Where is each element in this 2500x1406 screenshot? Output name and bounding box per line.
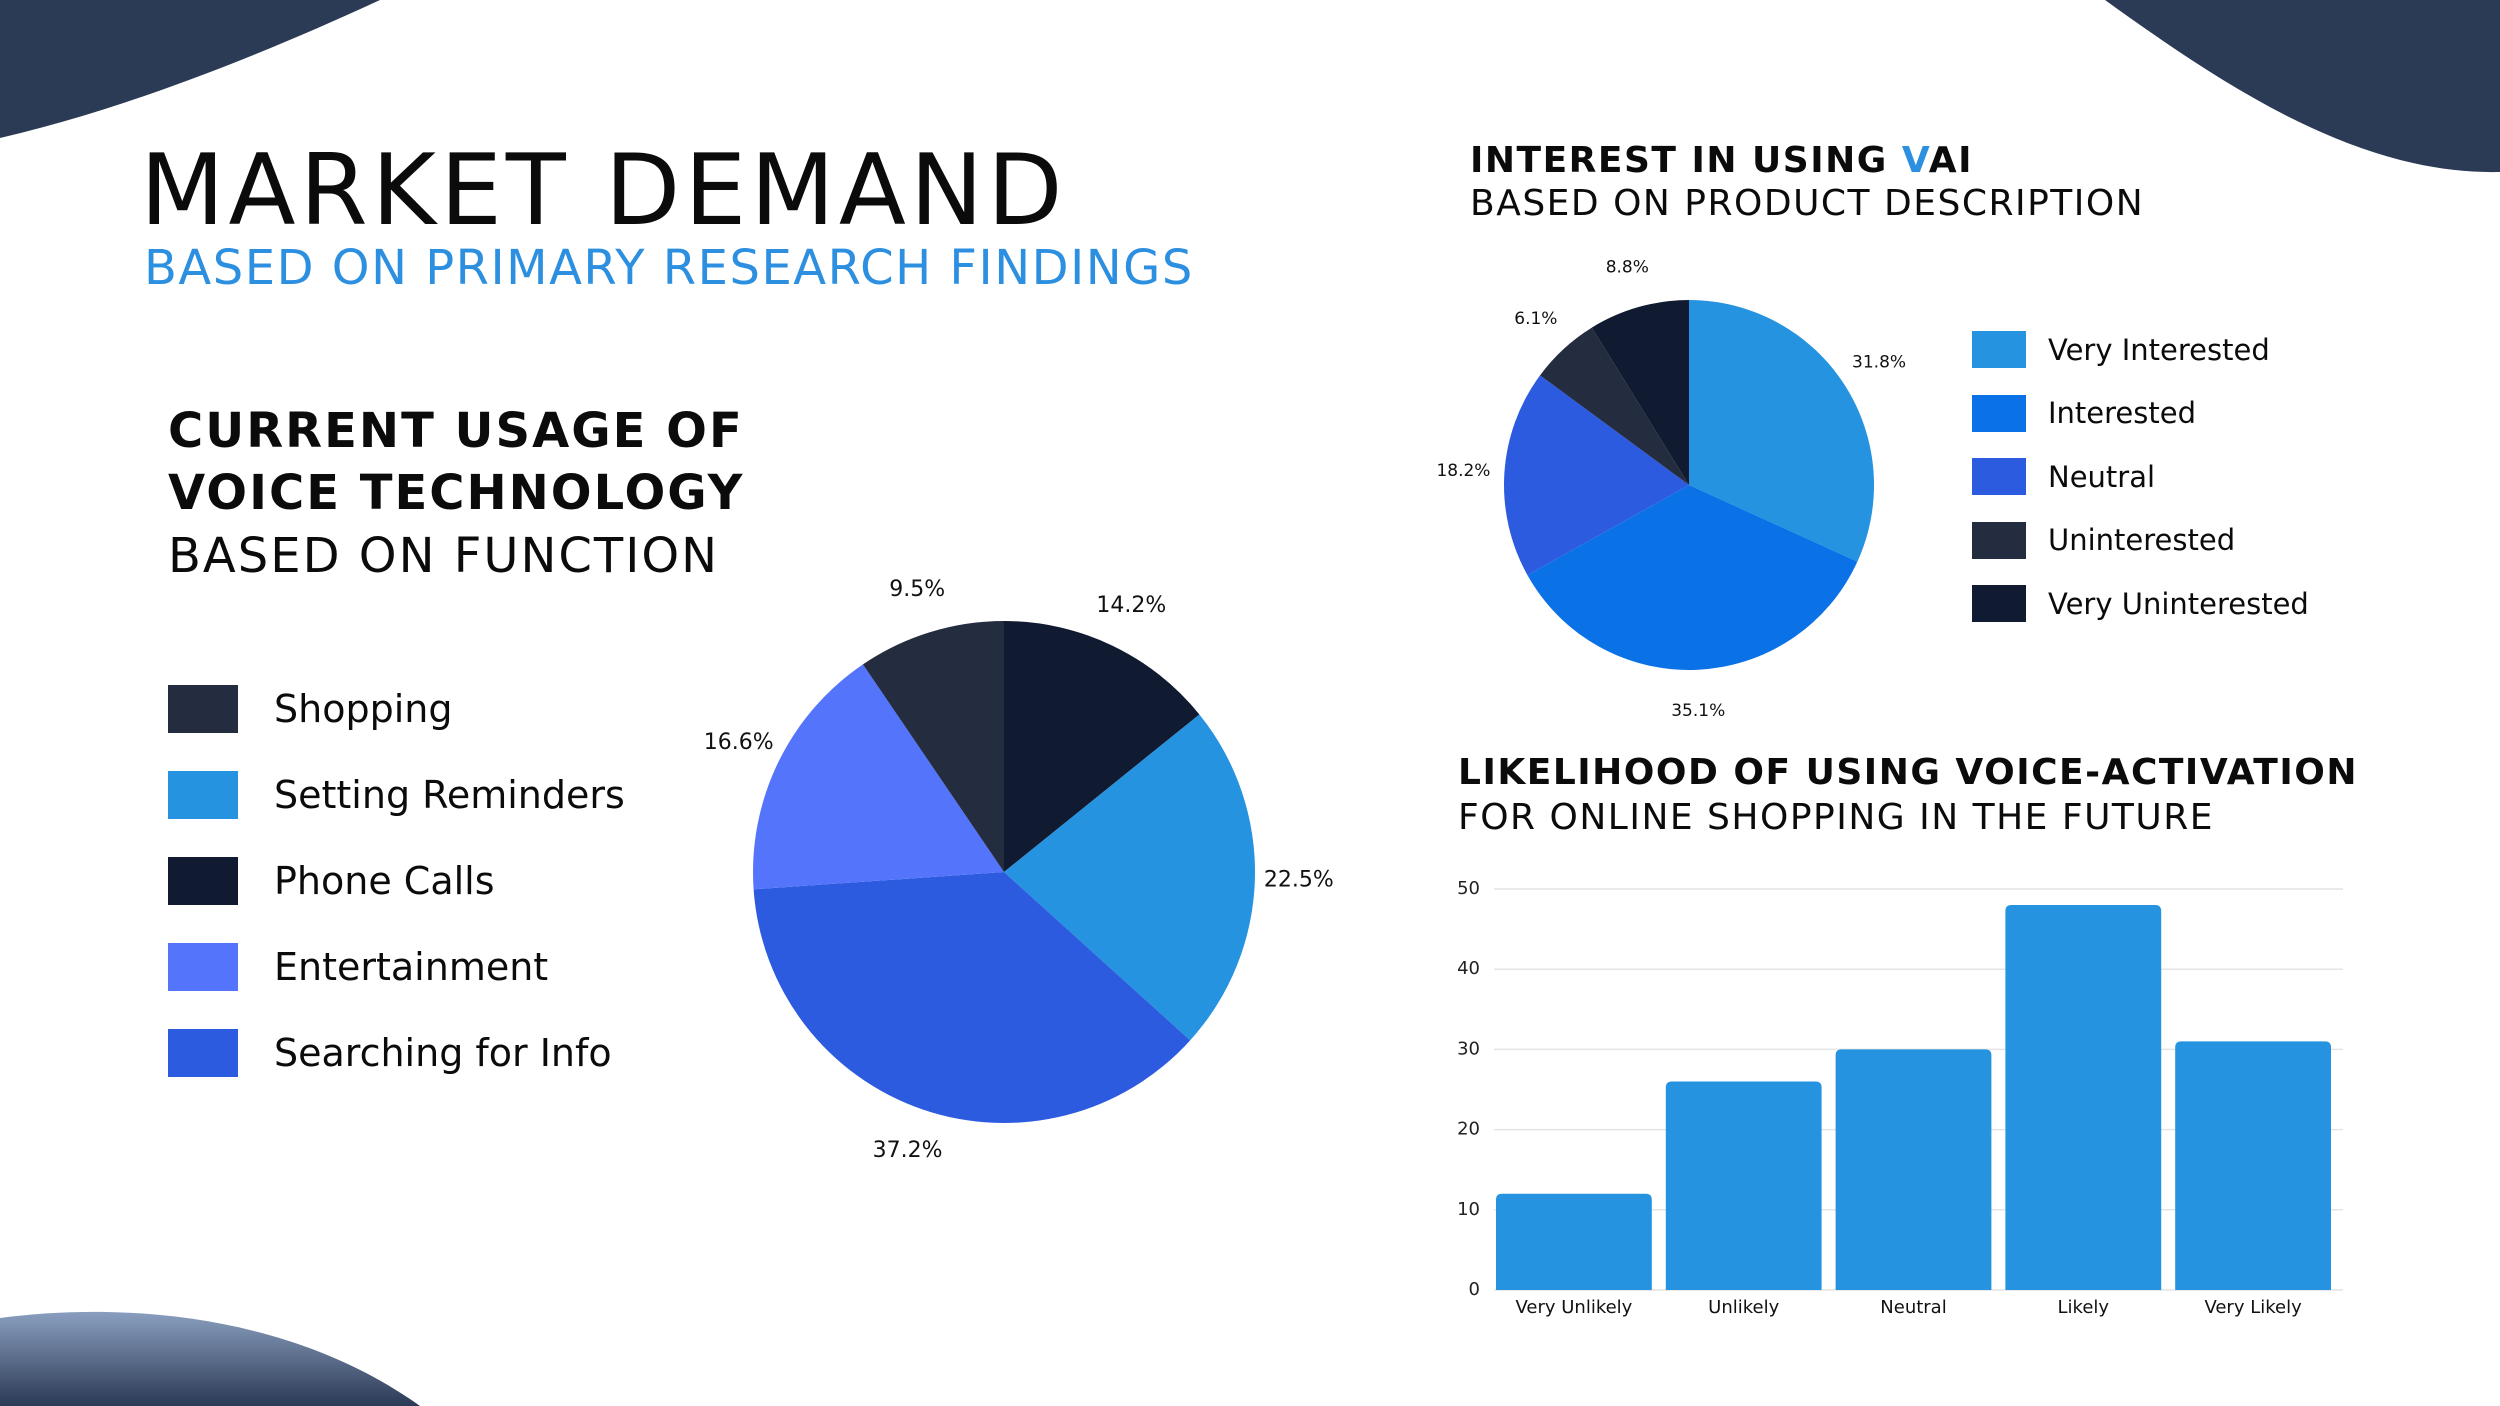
y-tick-label: 0 [1469, 1279, 1480, 1300]
pie-slice-label: 18.2% [1436, 461, 1490, 481]
y-tick-label: 20 [1457, 1119, 1480, 1140]
legend-label: Very Interested [2048, 332, 2270, 367]
usage-legend: Shopping Setting Reminders Phone Calls E… [168, 666, 625, 1096]
interest-heading: INTEREST IN USING VAI BASED ON PRODUCT D… [1470, 140, 2144, 224]
legend-item: Searching for Info [168, 1010, 625, 1096]
legend-item: Entertainment [168, 924, 625, 1010]
interest-heading-line1: INTEREST IN USING VAI [1470, 140, 2144, 181]
legend-swatch [168, 1029, 238, 1077]
legend-item: Neutral [1972, 445, 2309, 509]
legend-label: Shopping [274, 687, 453, 731]
pie-slice-label: 14.2% [1096, 593, 1166, 618]
likelihood-heading-line2: FOR ONLINE SHOPPING IN THE FUTURE [1458, 797, 2215, 838]
likelihood-heading: LIKELIHOOD OF USING VOICE-ACTIVATION FOR… [1458, 752, 2358, 838]
legend-swatch [168, 685, 238, 733]
pie-slice-label: 16.6% [704, 730, 774, 755]
interest-heading-accent: V [1901, 140, 1929, 181]
legend-swatch [1972, 394, 2026, 432]
legend-item: Very Interested [1972, 318, 2309, 382]
legend-swatch [168, 771, 238, 819]
y-tick-label: 30 [1457, 1038, 1480, 1059]
x-tick-label: Very Likely [2204, 1297, 2302, 1318]
legend-swatch [1972, 585, 2026, 623]
y-tick-label: 10 [1457, 1199, 1480, 1220]
usage-heading-line1: CURRENT USAGE OF [168, 403, 744, 459]
usage-heading: CURRENT USAGE OF VOICE TECHNOLOGY BASED … [168, 400, 744, 587]
pie-slice [1004, 621, 1200, 872]
legend-swatch [168, 857, 238, 905]
legend-label: Neutral [2048, 459, 2156, 494]
pie-slice [1689, 300, 1875, 562]
pie-slice [1504, 375, 1689, 576]
legend-label: Entertainment [274, 945, 549, 989]
y-tick-label: 50 [1457, 878, 1480, 899]
pie-slice [753, 872, 1191, 1123]
interest-legend: Very Interested Interested Neutral Unint… [1972, 318, 2309, 636]
usage-heading-line2: VOICE TECHNOLOGY [168, 465, 745, 522]
x-tick-label: Neutral [1880, 1297, 1946, 1318]
interest-heading-line2: BASED ON PRODUCT DESCRIPTION [1470, 183, 2145, 224]
pie-slice [753, 664, 1004, 890]
bar [2005, 905, 2162, 1290]
pie-slice [1540, 327, 1689, 485]
legend-label: Setting Reminders [274, 773, 625, 817]
legend-label: Interested [2048, 396, 2197, 431]
interest-heading-text: INTEREST IN USING [1470, 140, 1902, 181]
pie-slice [1591, 300, 1689, 485]
legend-item: Interested [1972, 382, 2309, 446]
usage-heading-line3: BASED ON FUNCTION [168, 527, 720, 584]
corner-shape-top-left [0, 0, 380, 138]
interest-heading-text-end: AI [1928, 140, 1974, 181]
legend-item: Very Uninterested [1972, 572, 2309, 636]
legend-label: Very Uninterested [2048, 586, 2309, 621]
legend-swatch [1972, 521, 2026, 559]
legend-item: Setting Reminders [168, 752, 625, 838]
bar [1496, 1193, 1652, 1290]
pie-slice-label: 37.2% [873, 1138, 943, 1163]
legend-label: Phone Calls [274, 859, 495, 903]
pie-slice [1004, 714, 1255, 1041]
legend-swatch [1972, 458, 2026, 496]
bar [1835, 1049, 1992, 1290]
pie-slice-label: 35.1% [1671, 701, 1725, 721]
y-tick-label: 40 [1457, 958, 1480, 979]
legend-label: Uninterested [2048, 523, 2236, 558]
legend-item: Shopping [168, 666, 625, 752]
pie-slice [1527, 485, 1858, 671]
pie-slice-label: 31.8% [1852, 353, 1906, 373]
corner-shape-top-right [2105, 0, 2500, 173]
x-tick-label: Likely [2058, 1297, 2110, 1318]
corner-shape-bottom-left [0, 1311, 420, 1406]
legend-item: Phone Calls [168, 838, 625, 924]
pie-slice [862, 621, 1004, 872]
x-tick-label: Unlikely [1708, 1297, 1779, 1318]
page-subtitle: BASED ON PRIMARY RESEARCH FINDINGS [144, 240, 1194, 296]
bar [2175, 1041, 2331, 1290]
bar [1665, 1081, 1822, 1290]
pie-slice-label: 22.5% [1264, 867, 1334, 892]
pie-slice-label: 6.1% [1514, 309, 1557, 329]
page-title: MARKET DEMAND [140, 134, 1067, 248]
x-tick-label: Very Unlikely [1515, 1297, 1632, 1318]
legend-item: Uninterested [1972, 509, 2309, 573]
legend-label: Searching for Info [274, 1031, 612, 1075]
pie-slice-label: 8.8% [1606, 258, 1649, 278]
likelihood-heading-line1: LIKELIHOOD OF USING VOICE-ACTIVATION [1458, 752, 2358, 793]
pie-slice-label: 9.5% [889, 577, 945, 602]
legend-swatch [1972, 331, 2026, 369]
legend-swatch [168, 943, 238, 991]
